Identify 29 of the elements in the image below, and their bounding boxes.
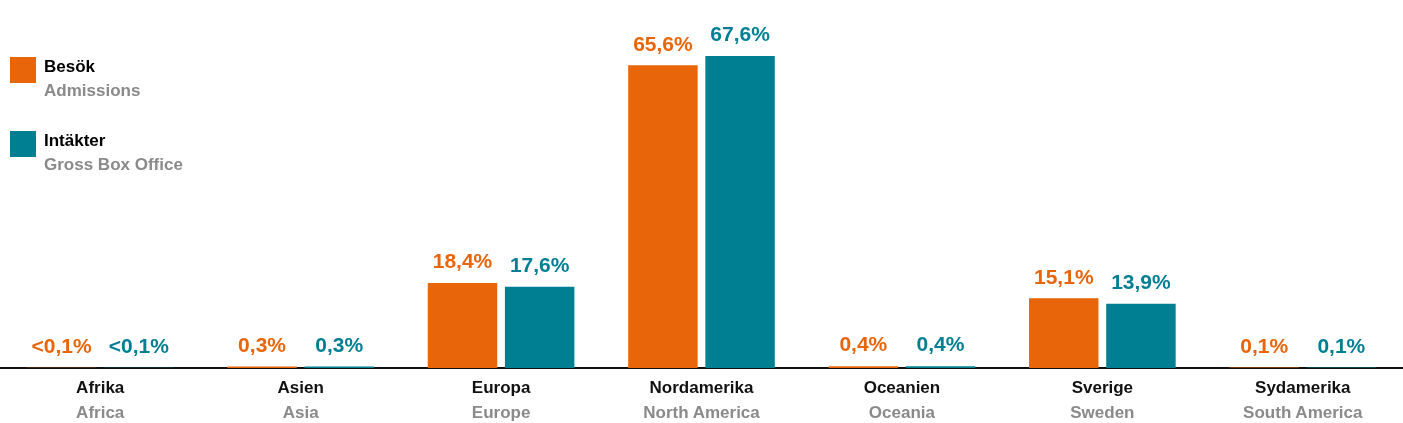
bar [628,65,698,368]
x-tick-label: Sverige Sweden [1070,377,1135,422]
data-label: 0,4% [916,332,965,356]
data-label: 65,6% [633,31,694,55]
data-label: 13,9% [1111,270,1172,294]
bar [1106,303,1176,368]
data-label: <0,1% [108,334,170,358]
data-label: 0,1% [1240,333,1289,357]
data-label: 0,3% [238,332,287,356]
x-tick-label: Nordamerika North America [643,377,761,422]
data-label: 67,6% [710,22,771,46]
bar [427,283,498,368]
bar [504,286,575,368]
x-tick-label: Sydamerika South America [1243,377,1363,422]
data-label: 15,1% [1034,264,1094,288]
bar [1029,298,1099,368]
bar [705,56,775,368]
x-tick-label: Afrika Africa [76,377,125,422]
data-label: <0,1% [31,334,93,358]
legend-label: Intäkter Gross Box Office [44,130,183,176]
data-label: 18,4% [432,249,493,273]
x-tick-label: Europa Europe [471,377,531,422]
legend-label: Besök Admissions [44,56,141,102]
x-tick-label: Oceanien Oceania [863,377,941,422]
x-tick-label: Asien Asia [277,377,324,422]
data-label: 0,4% [839,332,888,356]
data-label: 0,3% [315,332,364,356]
data-label: 0,1% [1317,333,1366,357]
data-label: 17,6% [509,253,570,277]
